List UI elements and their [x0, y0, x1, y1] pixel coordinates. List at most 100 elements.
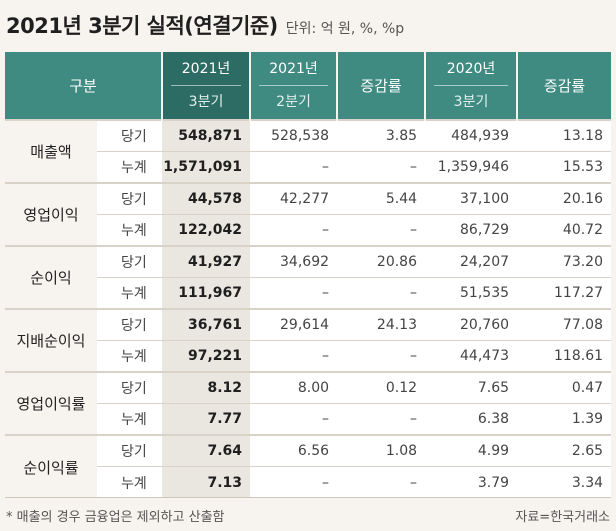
row-period-label: 당기 [97, 308, 163, 341]
cell-change-yoy: 3.34 [517, 466, 612, 498]
table-row: 누계 97,221– –44,473 118.61 [5, 340, 612, 372]
header-category: 구분 [5, 52, 164, 120]
cell-2020-q3: 6.38 [425, 403, 518, 435]
row-period-label: 당기 [97, 182, 163, 215]
cell-2020-q3: 37,100 [425, 182, 518, 215]
row-category: 순이익 [5, 245, 97, 309]
cell-2021-q2: 528,538 [250, 119, 338, 152]
cell-2021-q3: 8.12 [162, 371, 251, 404]
header-2020-q3-quarter: 3분기 [453, 94, 489, 110]
cell-2020-q3: 3.79 [425, 466, 518, 498]
cell-2021-q2: 29,614 [250, 308, 338, 341]
table-row: 누계 7.77– –6.38 1.39 [5, 403, 612, 435]
cell-2021-q3: 97,221 [162, 340, 251, 372]
results-table: 구분 2021년 3분기 2021년 2분기 증감률 2020년 3분기 증감률… [5, 52, 612, 498]
cell-change-qoq: – [337, 214, 426, 246]
cell-2021-q3: 548,871 [162, 119, 251, 152]
cell-2021-q3: 122,042 [162, 214, 251, 246]
cell-2021-q2: 42,277 [250, 182, 338, 215]
cell-change-yoy: 20.16 [517, 182, 612, 215]
cell-2020-q3: 20,760 [425, 308, 518, 341]
cell-2021-q2: 6.56 [250, 434, 338, 467]
cell-change-qoq: – [337, 403, 426, 435]
cell-2021-q2: 34,692 [250, 245, 338, 278]
table-row: 누계 111,967– –51,535 117.27 [5, 277, 612, 309]
header-2021-q2: 2021년 2분기 [250, 52, 339, 120]
cell-change-yoy: 73.20 [517, 245, 612, 278]
table-row: 누계 1,571,091– –1,359,946 15.53 [5, 151, 612, 183]
cell-2021-q2: – [250, 277, 338, 309]
table-row: 영업이익 당기 44,578 42,277 5.44 37,100 20.16 [5, 182, 612, 246]
bottom-divider [5, 497, 611, 498]
row-period-label: 당기 [97, 119, 163, 152]
row-category: 지배순이익 [5, 308, 97, 372]
cell-2020-q3: 484,939 [425, 119, 518, 152]
header-2021-q2-year: 2021년 [259, 52, 329, 86]
row-period-label: 누계 [97, 340, 163, 372]
unit-label: 단위: 억 원, %, %p [285, 21, 405, 37]
header-2021-q3-quarter: 3분기 [188, 94, 224, 110]
cell-2021-q3: 44,578 [162, 182, 251, 215]
cell-change-yoy: 40.72 [517, 214, 612, 246]
cell-change-qoq: 24.13 [337, 308, 426, 341]
page-title: 2021년 3분기 실적(연결기준) [6, 14, 278, 38]
table-row: 매출액 당기 548,871 528,538 3.85 484,939 13.18 [5, 119, 612, 183]
cell-2021-q2: – [250, 340, 338, 372]
cell-change-qoq: – [337, 151, 426, 183]
cell-change-qoq: 3.85 [337, 119, 426, 152]
cell-change-qoq: 1.08 [337, 434, 426, 467]
cell-change-yoy: 0.47 [517, 371, 612, 404]
cell-2020-q3: 86,729 [425, 214, 518, 246]
cell-change-qoq: 0.12 [337, 371, 426, 404]
header-change-yoy: 증감률 [517, 52, 612, 120]
cell-change-qoq: 20.86 [337, 245, 426, 278]
header-2020-q3: 2020년 3분기 [425, 52, 519, 120]
table-body: 매출액 당기 548,871 528,538 3.85 484,939 13.18 누계 1,5… [5, 119, 612, 498]
table-row: 순이익률 당기 7.64 6.56 1.08 4.99 2.65 [5, 434, 612, 498]
cell-change-yoy: 13.18 [517, 119, 612, 152]
cell-2021-q3: 1,571,091 [162, 151, 251, 183]
header-change-qoq: 증감률 [337, 52, 427, 120]
row-category: 순이익률 [5, 434, 97, 498]
row-period-label: 누계 [97, 151, 163, 183]
cell-change-yoy: 77.08 [517, 308, 612, 341]
row-period-label: 당기 [97, 434, 163, 467]
cell-change-yoy: 1.39 [517, 403, 612, 435]
row-category: 영업이익 [5, 182, 97, 246]
row-period-label: 누계 [97, 214, 163, 246]
cell-2021-q3: 36,761 [162, 308, 251, 341]
table-row: 순이익 당기 41,927 34,692 20.86 24,207 73.20 [5, 245, 612, 309]
cell-2021-q3: 111,967 [162, 277, 251, 309]
cell-2020-q3: 44,473 [425, 340, 518, 372]
cell-change-yoy: 118.61 [517, 340, 612, 372]
cell-2021-q3: 41,927 [162, 245, 251, 278]
cell-change-qoq: 5.44 [337, 182, 426, 215]
row-period-label: 누계 [97, 403, 163, 435]
row-period-label: 누계 [97, 466, 163, 498]
row-period-label: 누계 [97, 277, 163, 309]
table-row: 영업이익률 당기 8.12 8.00 0.12 7.65 0.47 [5, 371, 612, 435]
cell-2020-q3: 7.65 [425, 371, 518, 404]
results-table-wrap: 구분 2021년 3분기 2021년 2분기 증감률 2020년 3분기 증감률… [5, 52, 612, 498]
cell-2021-q2: – [250, 151, 338, 183]
table-row: 누계 7.13– –3.79 3.34 [5, 466, 612, 498]
cell-2021-q3: 7.64 [162, 434, 251, 467]
cell-2021-q2: – [250, 466, 338, 498]
header-2021-q3-year: 2021년 [171, 52, 242, 86]
cell-change-qoq: – [337, 340, 426, 372]
cell-2021-q2: – [250, 403, 338, 435]
footer: * 매출의 경우 금융업은 제외하고 산출함 자료=한국거래소 [6, 506, 610, 526]
cell-2021-q2: 8.00 [250, 371, 338, 404]
table-row: 지배순이익 당기 36,761 29,614 24.13 20,760 77.08 [5, 308, 612, 372]
cell-2020-q3: 51,535 [425, 277, 518, 309]
header-2020-q3-year: 2020년 [434, 52, 509, 86]
cell-2020-q3: 24,207 [425, 245, 518, 278]
cell-change-qoq: – [337, 277, 426, 309]
table-row: 누계 122,042– –86,729 40.72 [5, 214, 612, 246]
source-label: 자료=한국거래소 [515, 510, 610, 525]
cell-2021-q3: 7.77 [162, 403, 251, 435]
footnote: * 매출의 경우 금융업은 제외하고 산출함 [6, 510, 225, 525]
row-period-label: 당기 [97, 245, 163, 278]
title-row: 2021년 3분기 실적(연결기준) 단위: 억 원, %, %p [6, 10, 610, 44]
cell-2020-q3: 4.99 [425, 434, 518, 467]
